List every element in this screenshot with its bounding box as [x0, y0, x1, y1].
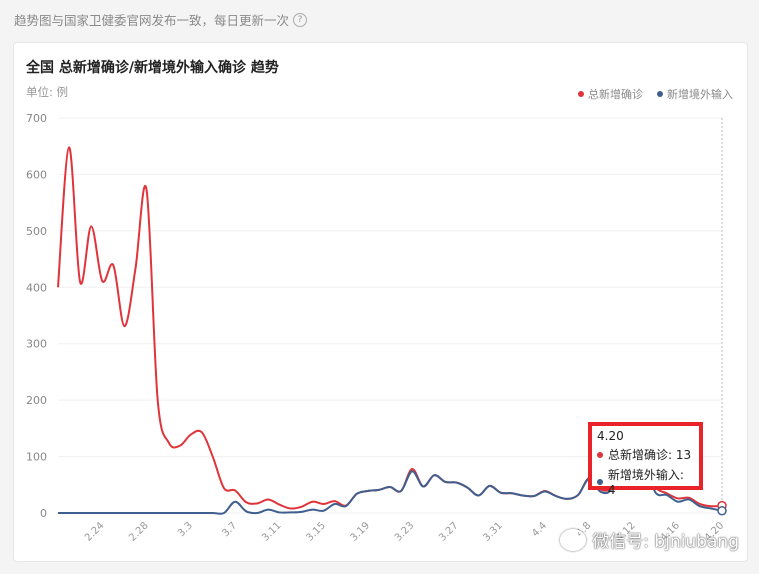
legend-label-imported: 新增境外输入: [667, 88, 733, 101]
x-tick-label: 3.31: [481, 520, 505, 544]
x-tick-label: 3.3: [176, 520, 195, 539]
last-point-imported: [717, 505, 727, 516]
y-tick-label: 0: [40, 507, 47, 520]
x-tick-label: 2.24: [83, 520, 107, 544]
x-tick-label: 3.23: [393, 520, 417, 544]
help-icon[interactable]: ?: [293, 12, 308, 27]
y-tick-label: 700: [26, 112, 47, 125]
y-tick-label: 300: [26, 338, 47, 351]
top-note: 趋势图与国家卫健委官网发布一致，每日更新一次 ?: [14, 10, 308, 29]
y-tick-label: 400: [26, 281, 47, 294]
x-tick-label: 3.7: [220, 520, 239, 539]
unit-label: 单位: 例: [26, 85, 69, 99]
tooltip-text-total: 总新增确诊: 13: [608, 448, 692, 462]
wechat-icon: [560, 528, 587, 551]
legend-item-total[interactable]: 总新增确诊: [578, 86, 643, 102]
tooltip-dot-total: [597, 451, 603, 458]
legend: 总新增确诊 新增境外输入: [578, 86, 733, 102]
top-note-text: 趋势图与国家卫健委官网发布一致，每日更新一次: [14, 13, 290, 28]
tooltip-row-total: 总新增确诊: 13: [597, 446, 694, 463]
chart-title: 全国 总新增确诊/新增境外输入确诊 趋势: [26, 60, 279, 76]
y-tick-label: 100: [26, 451, 47, 464]
tooltip-row-imported: 新增境外输入: 4: [597, 466, 694, 497]
tooltip: 4.20 总新增确诊: 13 新增境外输入: 4: [588, 422, 703, 497]
legend-item-imported[interactable]: 新增境外输入: [657, 86, 733, 102]
watermark: 微信号: bjniubang: [560, 527, 739, 552]
legend-dot-total: [578, 91, 584, 97]
legend-label-total: 总新增确诊: [588, 88, 643, 101]
y-axis: 0 100 200 300 400 500 600 700: [26, 112, 47, 520]
x-tick-label: 3.11: [260, 520, 284, 544]
legend-dot-imported: [657, 91, 663, 97]
y-tick-label: 200: [26, 394, 47, 407]
watermark-text: 微信号: bjniubang: [592, 532, 739, 552]
grid: [58, 117, 723, 514]
x-tick-label: 3.19: [349, 520, 373, 544]
x-tick-label: 3.27: [437, 520, 461, 544]
y-tick-label: 500: [26, 225, 47, 238]
tooltip-date: 4.20: [597, 429, 624, 443]
tooltip-text-imported: 新增境外输入: 4: [607, 468, 684, 497]
x-tick-label: 4.4: [530, 520, 549, 539]
x-tick-label: 3.15: [304, 520, 328, 544]
x-tick-label: 2.28: [127, 520, 151, 544]
tooltip-dot-imported: [597, 478, 603, 485]
y-tick-label: 600: [26, 168, 47, 181]
